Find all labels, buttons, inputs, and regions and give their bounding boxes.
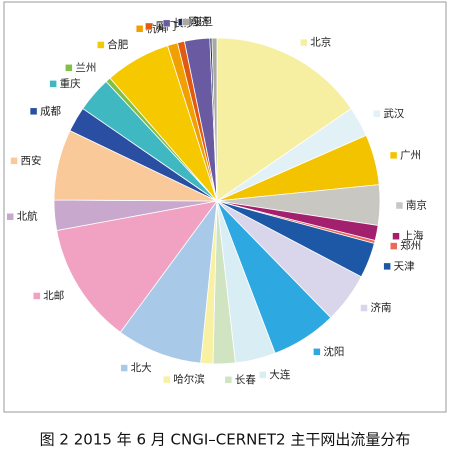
slice-label: 重庆 [60, 77, 81, 90]
legend-swatch [97, 41, 105, 49]
legend-swatch [383, 262, 391, 271]
legend-swatch [162, 19, 171, 28]
legend-swatch [181, 18, 190, 26]
legend-swatch [389, 242, 398, 250]
slice-label: 北邮 [43, 289, 64, 302]
legend-swatch [360, 304, 368, 312]
slice-label: 北航 [17, 210, 38, 223]
legend-swatch [33, 292, 41, 300]
legend-swatch [29, 107, 38, 116]
slice-label: 上海 [403, 229, 424, 242]
slice-label: 北大 [131, 361, 152, 374]
legend-swatch [10, 157, 18, 165]
slice-label: 广州 [400, 149, 421, 161]
legend-swatch [313, 348, 321, 356]
slice-label: 郑州 [400, 239, 421, 252]
legend-swatch [389, 151, 398, 160]
legend-swatch [163, 375, 171, 384]
legend-swatch [120, 364, 128, 372]
slice-label: 武汉 [383, 107, 404, 120]
legend-swatch [49, 80, 57, 88]
pie-slice [211, 37, 218, 202]
legend-swatch [300, 38, 308, 47]
slice-label: 复旦 [192, 15, 213, 28]
legend-swatch [392, 232, 400, 240]
legend-swatch [259, 371, 267, 379]
slice-label: 天津 [394, 260, 415, 272]
pie-slice [216, 37, 352, 202]
slice-label: 哈尔滨 [173, 373, 205, 386]
pie-slice [56, 200, 218, 333]
slice-label: 沈阳 [323, 345, 344, 358]
legend-swatch [6, 212, 14, 221]
legend-swatch [145, 22, 153, 31]
slice-label: 济南 [370, 301, 391, 314]
caption: 图 2 2015 年 6 月 CNGI–CERNET2 主干网出流量分布 [40, 431, 411, 449]
legend-swatch [373, 110, 381, 118]
slice-label: 西安 [21, 154, 42, 167]
legend-swatch [65, 64, 73, 72]
slice-label: 北京 [310, 36, 331, 49]
legend-swatch [224, 376, 233, 384]
slice-label: 大连 [269, 368, 290, 381]
slice-label: 南京 [406, 198, 427, 211]
slice-label: 合肥 [107, 38, 128, 51]
slice-label: 同济 [188, 15, 209, 28]
slice-label: 兰州 [75, 61, 96, 74]
slice-label: 长春 [235, 374, 256, 386]
pie-slice [119, 199, 218, 364]
frame [3, 1, 447, 413]
legend-swatch [395, 201, 404, 210]
slice-label: 成都 [40, 105, 61, 117]
legend-swatch [135, 25, 144, 33]
